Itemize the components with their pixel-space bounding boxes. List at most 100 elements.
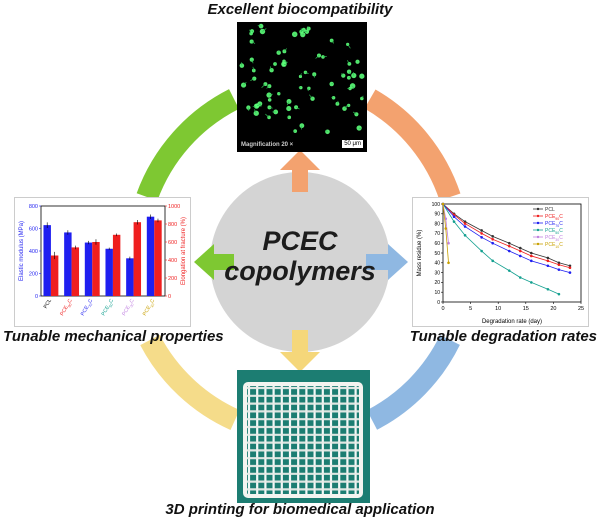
data-point [491,237,494,241]
data-point [518,249,522,253]
cell [246,105,251,111]
cell [341,73,346,78]
data-point [480,229,483,232]
x-tick-label: 0 [441,306,444,312]
cell [309,94,315,101]
data-point [452,215,456,219]
plot-frame [40,205,166,297]
cell [251,66,256,73]
category-label: PCE90C [59,298,74,318]
cell [304,29,310,34]
y-tick-label: 600 [29,227,38,233]
bar-modulus [84,242,93,296]
cell [360,95,364,101]
bar-modulus [43,225,51,296]
ring-arc-yellow [140,334,240,431]
y-tick-label: 80 [434,221,440,227]
cell-scatter [239,23,365,135]
y-right-tick-label: 200 [168,276,177,282]
y-right-tick-label: 400 [168,258,177,264]
arrow-up [280,150,320,192]
cell [269,66,274,73]
y-right-tick-label: 0 [168,294,171,300]
scaffold-grid [243,382,363,498]
cell [346,42,351,49]
cell [267,105,273,110]
cell [259,28,267,35]
caption-degradation: Tunable degradation rates [409,328,597,345]
cell [240,82,247,88]
cell [294,105,300,110]
y-tick-label: 200 [29,272,38,278]
data-point [557,292,561,296]
scale-bar-label: 50 μm [342,140,363,148]
data-point [491,241,494,245]
cell [249,57,254,64]
arrow-left [194,244,234,280]
cell [306,26,311,31]
cell [286,106,292,112]
x-tick-label: 25 [578,306,584,312]
cell [261,82,268,88]
cell [298,85,303,90]
data-point [491,235,494,238]
cell [321,55,327,59]
data-point [557,261,561,265]
cell [293,129,298,133]
y-tick-label: 60 [434,241,440,247]
degradation-chart-panel: 0 5 10 15 20 25 0 10 20 30 40 50 60 70 80 90 100 Degradat… [412,197,589,327]
cell [331,96,336,100]
data-point [518,246,522,250]
bar-elongation [71,247,80,296]
data-point [530,251,533,255]
y-tick-label: 400 [29,249,38,255]
cell [347,86,352,91]
data-point [463,225,467,228]
cell [346,69,352,75]
legend-marker [536,228,540,232]
y-axis-label: Mass residue (%) [417,230,423,277]
cell [273,62,277,66]
cell [352,111,359,117]
data-point [546,287,550,291]
cell [329,38,335,44]
data-point [530,254,533,258]
cell [351,72,357,79]
cell [276,50,281,55]
y-tick-label: 70 [434,231,440,237]
magnification-label: Magnification 20 × [241,142,294,148]
y-tick-label: 20 [434,280,440,286]
caption-3d-printing: 3D printing for biomedical application [165,501,435,518]
category-label: PCL [43,298,53,310]
ring-arc-blue [366,334,460,430]
data-point [491,259,494,263]
cell [272,109,279,115]
bar-modulus [105,248,113,296]
y-tick-label: 800 [29,204,38,210]
category-label: PCE70C [80,298,95,318]
data-point [518,254,522,258]
ring-arc-orange [364,89,461,201]
bar-elongation [50,255,59,296]
printed-scaffold-photo [237,370,370,503]
data-point [530,259,533,263]
cell [291,31,298,38]
data-point [463,234,467,237]
cell [301,27,306,32]
mechanical-bar-chart: 0 200 400 600 800 0 200 400 600 800 1000 Elastic mo… [19,204,187,318]
cell [250,76,257,81]
data-point [557,268,561,271]
x-tick-label: 5 [469,306,472,312]
data-point [546,264,550,268]
y-right-tick-label: 600 [168,240,177,246]
data-point [546,256,550,260]
micrograph-image: Magnification 20 × 50 μm [237,22,367,152]
cell [282,48,287,54]
data-point [518,276,522,279]
caption-biocompatibility: Excellent biocompatibility [207,1,393,18]
data-point [568,264,572,268]
category-label: PCE30C [121,298,136,318]
center-title-line1: PCEC [262,226,338,256]
